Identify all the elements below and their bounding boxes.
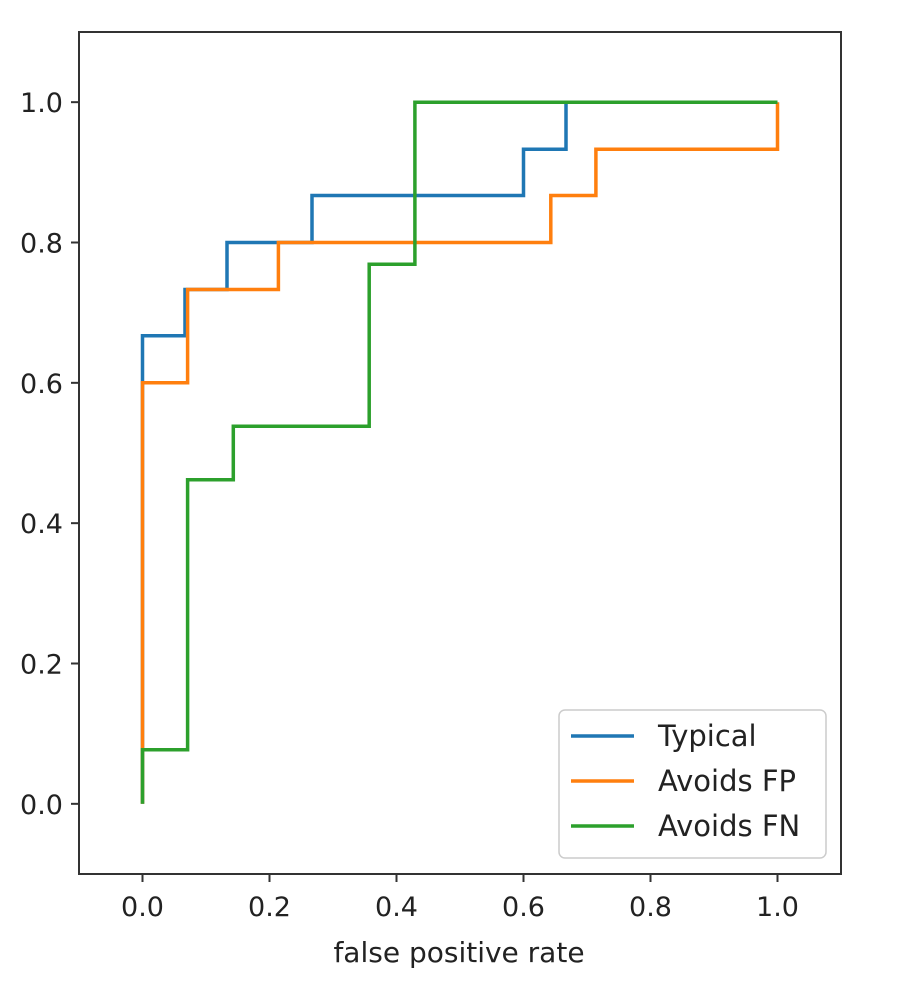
x-axis: 0.0 0.2 0.4 0.6 0.8 1.0 [121,874,799,923]
x-tick-label: 0.6 [502,892,545,923]
series-layer [140,100,780,804]
y-tick-label: 0.4 [20,509,63,540]
y-tick-label: 0.6 [20,369,63,400]
series-line-avoids-fn [140,100,778,804]
y-axis: 0.0 0.2 0.4 0.6 0.8 1.0 [20,88,79,821]
y-tick-label: 1.0 [20,88,63,119]
x-axis-label: false positive rate [333,936,584,969]
x-tick-label: 0.0 [121,892,164,923]
legend-box [558,709,827,859]
legend: Typical Avoids FP Avoids FN [558,709,827,859]
x-tick-label: 0.2 [248,892,291,923]
legend-label-typical: Typical [657,719,757,753]
x-tick-label: 1.0 [756,892,799,923]
x-tick-label: 0.8 [629,892,672,923]
y-tick-label: 0.0 [20,790,63,821]
x-tick-label: 0.4 [375,892,418,923]
legend-label-avoids-fn: Avoids FN [658,809,800,843]
y-tick-label: 0.8 [20,229,63,260]
y-tick-label: 0.2 [20,650,63,681]
plot-frame [78,31,842,875]
legend-label-avoids-fp: Avoids FP [658,764,796,798]
